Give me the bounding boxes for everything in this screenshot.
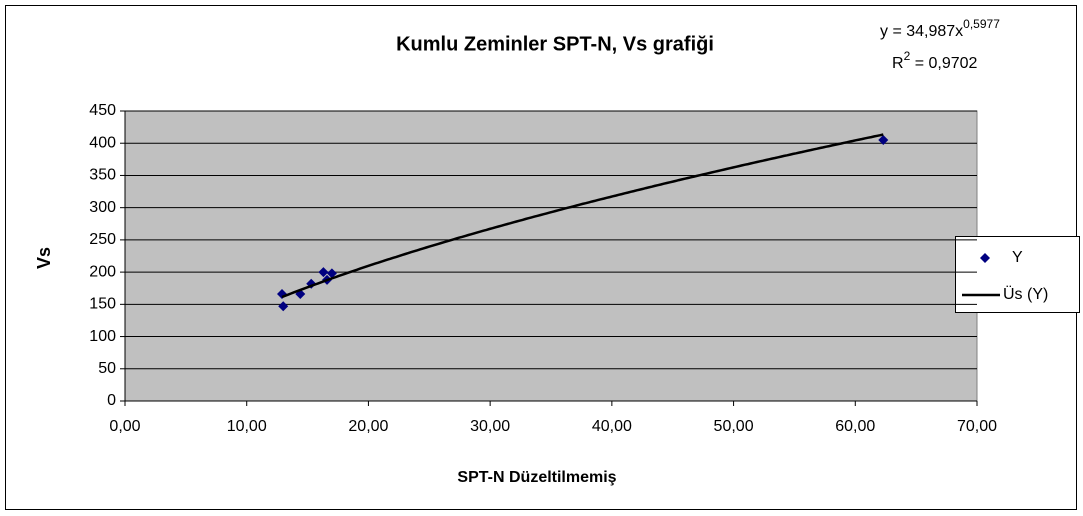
- trend-equation: y = 34,987x0,5977: [880, 17, 1000, 40]
- legend-label: Y: [1012, 249, 1023, 266]
- chart-title: Kumlu Zeminler SPT-N, Vs grafiği: [396, 33, 714, 55]
- y-tick-label: 450: [89, 102, 116, 119]
- eq-prefix: y =: [880, 23, 906, 40]
- eq-var: x: [955, 23, 963, 40]
- x-tick-label: 10,00: [227, 418, 267, 435]
- r-sym: R: [892, 55, 904, 72]
- trendline: [281, 133, 884, 299]
- point: [878, 135, 889, 145]
- point: [278, 301, 289, 312]
- legend-box: [955, 236, 1080, 313]
- y-tick-label: 250: [89, 231, 116, 248]
- y-tick-label: 0: [107, 392, 116, 409]
- r-squared: R2 = 0,9702: [892, 49, 978, 72]
- x-tick-label: 40,00: [592, 418, 632, 435]
- y-axis-label: Vs: [34, 247, 54, 269]
- eq-exp: 0,5977: [963, 17, 1000, 31]
- y-tick-label: 400: [89, 134, 116, 151]
- y-tick-label: 200: [89, 263, 116, 280]
- r-eq: =: [910, 55, 928, 72]
- legend-marker: [980, 253, 990, 263]
- y-tick-label: 150: [89, 296, 116, 313]
- eq-coef: 34,987: [906, 23, 955, 40]
- plot-area: [124, 110, 978, 402]
- x-tick-label: 50,00: [714, 418, 754, 435]
- x-tick-label: 70,00: [957, 418, 997, 435]
- point: [326, 268, 337, 279]
- r-pow: 2: [904, 49, 911, 63]
- x-axis-label: SPT-N Düzeltilmemiş: [457, 469, 616, 486]
- x-tick-label: 20,00: [348, 418, 388, 435]
- legend-label: Üs (Y): [1003, 285, 1048, 303]
- x-tick-label: 60,00: [835, 418, 875, 435]
- y-tick-label: 300: [89, 199, 116, 216]
- point: [318, 267, 329, 278]
- y-tick-label: 100: [89, 328, 116, 345]
- y-tick-label: 350: [89, 167, 116, 184]
- y-tick-label: 50: [98, 360, 116, 377]
- x-tick-label: 30,00: [470, 418, 510, 435]
- r-val: 0,9702: [928, 55, 977, 72]
- x-tick-label: 0,00: [109, 418, 140, 435]
